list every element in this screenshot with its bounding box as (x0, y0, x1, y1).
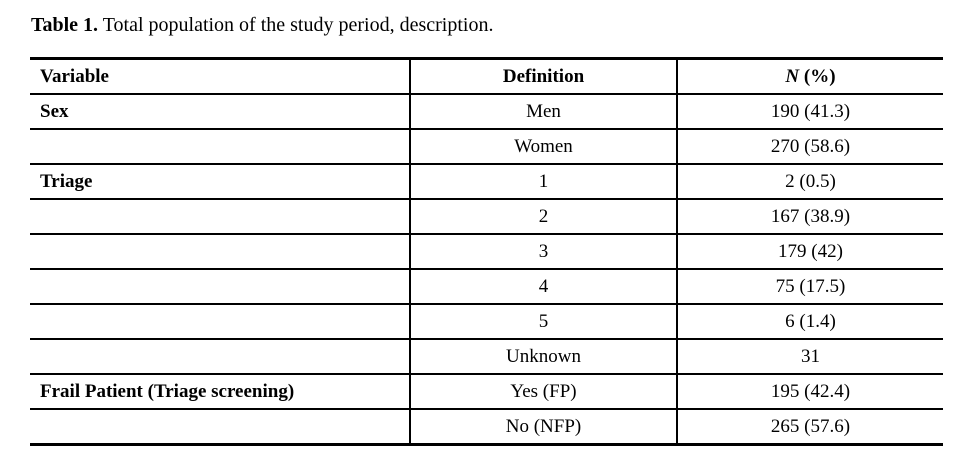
header-definition: Definition (410, 58, 678, 95)
definition-cell: 3 (410, 234, 678, 270)
definition-cell: 4 (410, 269, 678, 305)
population-table: Variable Definition N (%) Sex Men 190 (4… (30, 57, 943, 446)
n-cell: 167 (38.9) (677, 199, 943, 235)
table-caption-label: Table 1. (31, 14, 99, 36)
variable-cell (30, 269, 411, 305)
n-cell: 190 (41.3) (677, 94, 943, 130)
n-cell: 75 (17.5) (677, 269, 943, 305)
table-row: 3 179 (42) (30, 234, 943, 270)
header-n-percent: N (%) (677, 58, 943, 95)
n-cell: 6 (1.4) (677, 304, 943, 340)
table-row: Unknown 31 (30, 339, 943, 375)
variable-cell (30, 199, 411, 235)
variable-cell: Triage (30, 164, 411, 200)
n-cell: 270 (58.6) (677, 129, 943, 165)
n-cell: 2 (0.5) (677, 164, 943, 200)
table-row: No (NFP) 265 (57.6) (30, 409, 943, 446)
n-cell: 195 (42.4) (677, 374, 943, 410)
n-cell: 179 (42) (677, 234, 943, 270)
definition-cell: Women (410, 129, 678, 165)
table-row: Triage 1 2 (0.5) (30, 164, 943, 200)
variable-cell (30, 234, 411, 270)
table-row: 5 6 (1.4) (30, 304, 943, 340)
table-row: 2 167 (38.9) (30, 199, 943, 235)
table-row: Women 270 (58.6) (30, 129, 943, 165)
definition-cell: Yes (FP) (410, 374, 678, 410)
variable-cell (30, 129, 411, 165)
table-caption: Table 1. Total population of the study p… (31, 12, 493, 38)
variable-cell (30, 409, 411, 446)
definition-cell: 2 (410, 199, 678, 235)
variable-cell: Sex (30, 94, 411, 130)
variable-cell (30, 339, 411, 375)
table-row: 4 75 (17.5) (30, 269, 943, 305)
variable-cell: Frail Patient (Triage screening) (30, 374, 411, 410)
table-row: Frail Patient (Triage screening) Yes (FP… (30, 374, 943, 410)
header-variable: Variable (30, 58, 411, 95)
header-row: Variable Definition N (%) (30, 58, 943, 95)
table-body: Sex Men 190 (41.3) Women 270 (58.6) Tria… (30, 94, 943, 446)
definition-cell: 5 (410, 304, 678, 340)
n-cell: 31 (677, 339, 943, 375)
table-row: Sex Men 190 (41.3) (30, 94, 943, 130)
table-header: Variable Definition N (%) (30, 58, 943, 95)
n-cell: 265 (57.6) (677, 409, 943, 446)
definition-cell: Men (410, 94, 678, 130)
table-caption-text: Total population of the study period, de… (98, 14, 494, 36)
header-n-symbol: N (785, 65, 800, 87)
definition-cell: 1 (410, 164, 678, 200)
variable-cell (30, 304, 411, 340)
definition-cell: Unknown (410, 339, 678, 375)
definition-cell: No (NFP) (410, 409, 678, 446)
header-n-unit: (%) (799, 65, 836, 87)
